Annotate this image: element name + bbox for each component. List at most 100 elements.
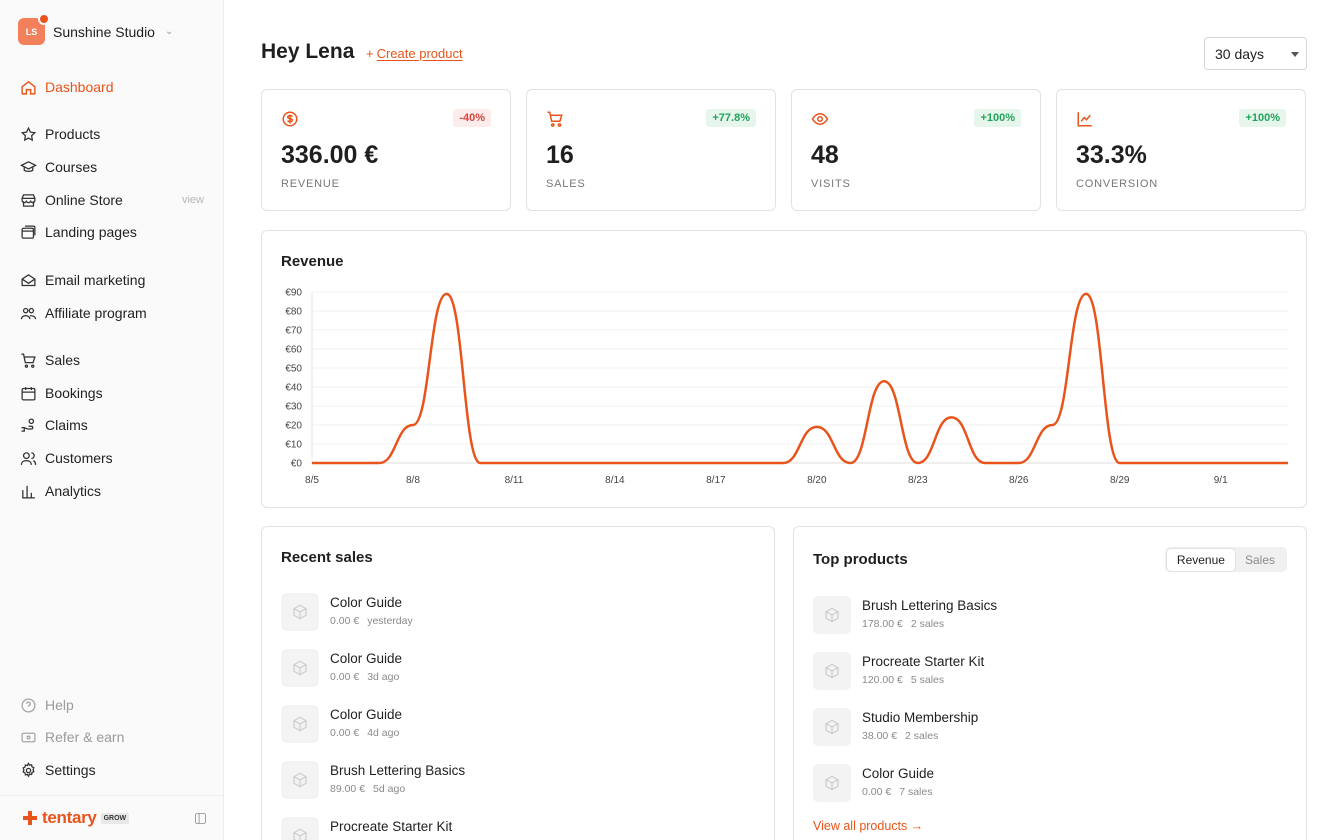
list-item[interactable]: Studio Membership 38.00 € 2 sales — [813, 708, 1273, 748]
top-product-meta: 0.00 € 7 sales — [862, 786, 932, 798]
package-icon — [825, 775, 839, 791]
cart-icon — [547, 111, 563, 127]
sidebar-collapse-icon[interactable] — [195, 813, 206, 824]
list-item[interactable]: Color Guide 0.00 € yesterday — [281, 593, 741, 633]
top-product-name: Brush Lettering Basics — [862, 598, 998, 613]
x-tick-label: 8/29 — [1110, 475, 1130, 486]
sidebar-item-settings[interactable]: Settings — [20, 757, 204, 783]
sidebar-item-affiliate-program[interactable]: Affiliate program — [20, 300, 204, 326]
sidebar-item-courses[interactable]: Courses — [20, 154, 204, 180]
top-product-sales: 7 sales — [899, 786, 933, 798]
list-item[interactable]: Brush Lettering Basics 89.00 € 5d ago — [281, 761, 741, 801]
package-icon — [293, 772, 307, 788]
stat-change-badge: +100% — [1239, 109, 1286, 127]
top-products-title: Top products — [813, 551, 908, 568]
sale-meta: 0.00 € 3d ago — [330, 671, 399, 683]
sidebar-item-customers[interactable]: Customers — [20, 445, 204, 471]
period-value: 30 days — [1215, 45, 1265, 62]
package-icon — [825, 663, 839, 679]
package-icon — [293, 828, 307, 840]
ticket-icon — [21, 732, 36, 742]
sidebar-item-label: Customers — [45, 450, 113, 466]
top-product-sales: 5 sales — [910, 674, 945, 686]
list-item[interactable]: Brush Lettering Basics 178.00 € 2 sales — [813, 596, 1273, 636]
y-tick-label: €40 — [285, 383, 302, 394]
sidebar-item-bookings[interactable]: Bookings — [20, 380, 204, 406]
view-all-products-link[interactable]: View all products → — [813, 819, 924, 833]
sidebar-item-sales[interactable]: Sales — [20, 347, 204, 373]
stat-value: 336.00 € — [281, 141, 379, 169]
sidebar-item-label: Courses — [45, 159, 98, 175]
sidebar-item-products[interactable]: Products — [20, 121, 204, 147]
sidebar-item-label: Dashboard — [45, 79, 114, 95]
sale-time: 5d ago — [373, 783, 406, 795]
x-tick-label: 8/20 — [807, 475, 827, 486]
sidebar-item-analytics[interactable]: Analytics — [20, 478, 204, 504]
sidebar-item-label: Products — [45, 126, 101, 142]
toggle-revenue[interactable]: Revenue — [1166, 548, 1235, 571]
chart-title: Revenue — [281, 253, 344, 270]
hand-coins-icon — [21, 417, 35, 432]
stat-card-visits: +100% 48 VISITS — [791, 89, 1041, 211]
sale-meta: 0.00 € 4d ago — [330, 727, 399, 739]
product-thumbnail — [281, 817, 319, 840]
package-icon — [293, 604, 307, 620]
stat-value: 48 — [811, 141, 839, 169]
create-product-link[interactable]: + Create product — [366, 46, 463, 61]
sale-product-name: Color Guide — [330, 707, 403, 722]
sidebar-item-claims[interactable]: Claims — [20, 412, 204, 438]
list-item[interactable]: Color Guide 0.00 € 3d ago — [281, 649, 741, 689]
list-item[interactable]: Procreate Starter Kit 120.00 € 5 sales — [813, 652, 1273, 692]
sidebar-item-online-store[interactable]: Online Store view — [20, 187, 204, 213]
sidebar-item-label: Refer & earn — [45, 729, 125, 745]
notification-dot — [38, 13, 50, 25]
top-product-revenue: 38.00 € — [862, 730, 898, 742]
top-product-revenue: 178.00 € — [862, 618, 903, 630]
product-thumbnail — [813, 596, 851, 634]
list-item[interactable]: Procreate Starter Kit — [281, 817, 741, 840]
y-tick-label: €70 — [285, 326, 302, 337]
sidebar-item-label: Online Store — [45, 192, 123, 208]
top-product-meta: 38.00 € 2 sales — [862, 730, 938, 742]
y-tick-label: €80 — [285, 307, 302, 318]
top-product-revenue: 120.00 € — [862, 674, 903, 686]
stat-value: 16 — [546, 141, 574, 169]
stat-change-badge: -40% — [453, 109, 491, 127]
workspace-switcher[interactable]: LS Sunshine Studio ⌄ — [18, 13, 173, 45]
top-product-sales: 2 sales — [910, 618, 945, 630]
list-item[interactable]: Color Guide 0.00 € 4d ago — [281, 705, 741, 745]
revenue-series-line — [311, 292, 1288, 465]
plan-badge: GROW — [100, 812, 130, 824]
package-icon — [293, 716, 307, 732]
sidebar-item-help[interactable]: Help — [20, 692, 204, 718]
sidebar-item-refer-earn[interactable]: Refer & earn — [20, 724, 204, 750]
product-thumbnail — [281, 649, 319, 687]
dollar-circle-icon — [282, 111, 298, 127]
list-item[interactable]: Color Guide 0.00 € 7 sales — [813, 764, 1273, 804]
stat-card-revenue: -40% 336.00 € REVENUE — [261, 89, 511, 211]
bar-chart-icon — [22, 485, 35, 499]
top-product-name: Color Guide — [862, 766, 935, 781]
brand-footer: tentary GROW — [0, 795, 223, 840]
toggle-sales[interactable]: Sales — [1244, 552, 1275, 567]
sidebar-item-label: Email marketing — [45, 272, 146, 288]
x-tick-label: 8/17 — [706, 475, 726, 486]
star-icon — [20, 126, 37, 141]
sidebar-item-landing-pages[interactable]: Landing pages — [20, 219, 204, 245]
top-product-name: Procreate Starter Kit — [862, 654, 985, 669]
stat-card-sales: +77.8% 16 SALES — [526, 89, 776, 211]
product-thumbnail — [813, 708, 851, 746]
sale-price: 0.00 € — [330, 671, 360, 683]
sidebar: LS Sunshine Studio ⌄ Dashboard Products … — [0, 0, 224, 840]
online-store-view-link[interactable]: view — [181, 194, 204, 206]
x-tick-label: 8/8 — [406, 475, 420, 486]
eye-icon — [811, 112, 829, 126]
period-select[interactable]: 30 days — [1204, 37, 1307, 70]
revenue-chart: €0 €10 €20 €30 €40 €50 €60 €70 €80 €90 8/5 8/8 8/11 8… — [285, 288, 1288, 486]
sidebar-item-dashboard[interactable]: Dashboard — [20, 74, 204, 100]
sidebar-item-label: Bookings — [45, 385, 103, 401]
plus-icon: + — [366, 46, 374, 61]
x-tick-label: 9/1 — [1214, 475, 1228, 486]
sidebar-item-email-marketing[interactable]: Email marketing — [20, 267, 204, 293]
sale-product-name: Color Guide — [330, 651, 403, 666]
